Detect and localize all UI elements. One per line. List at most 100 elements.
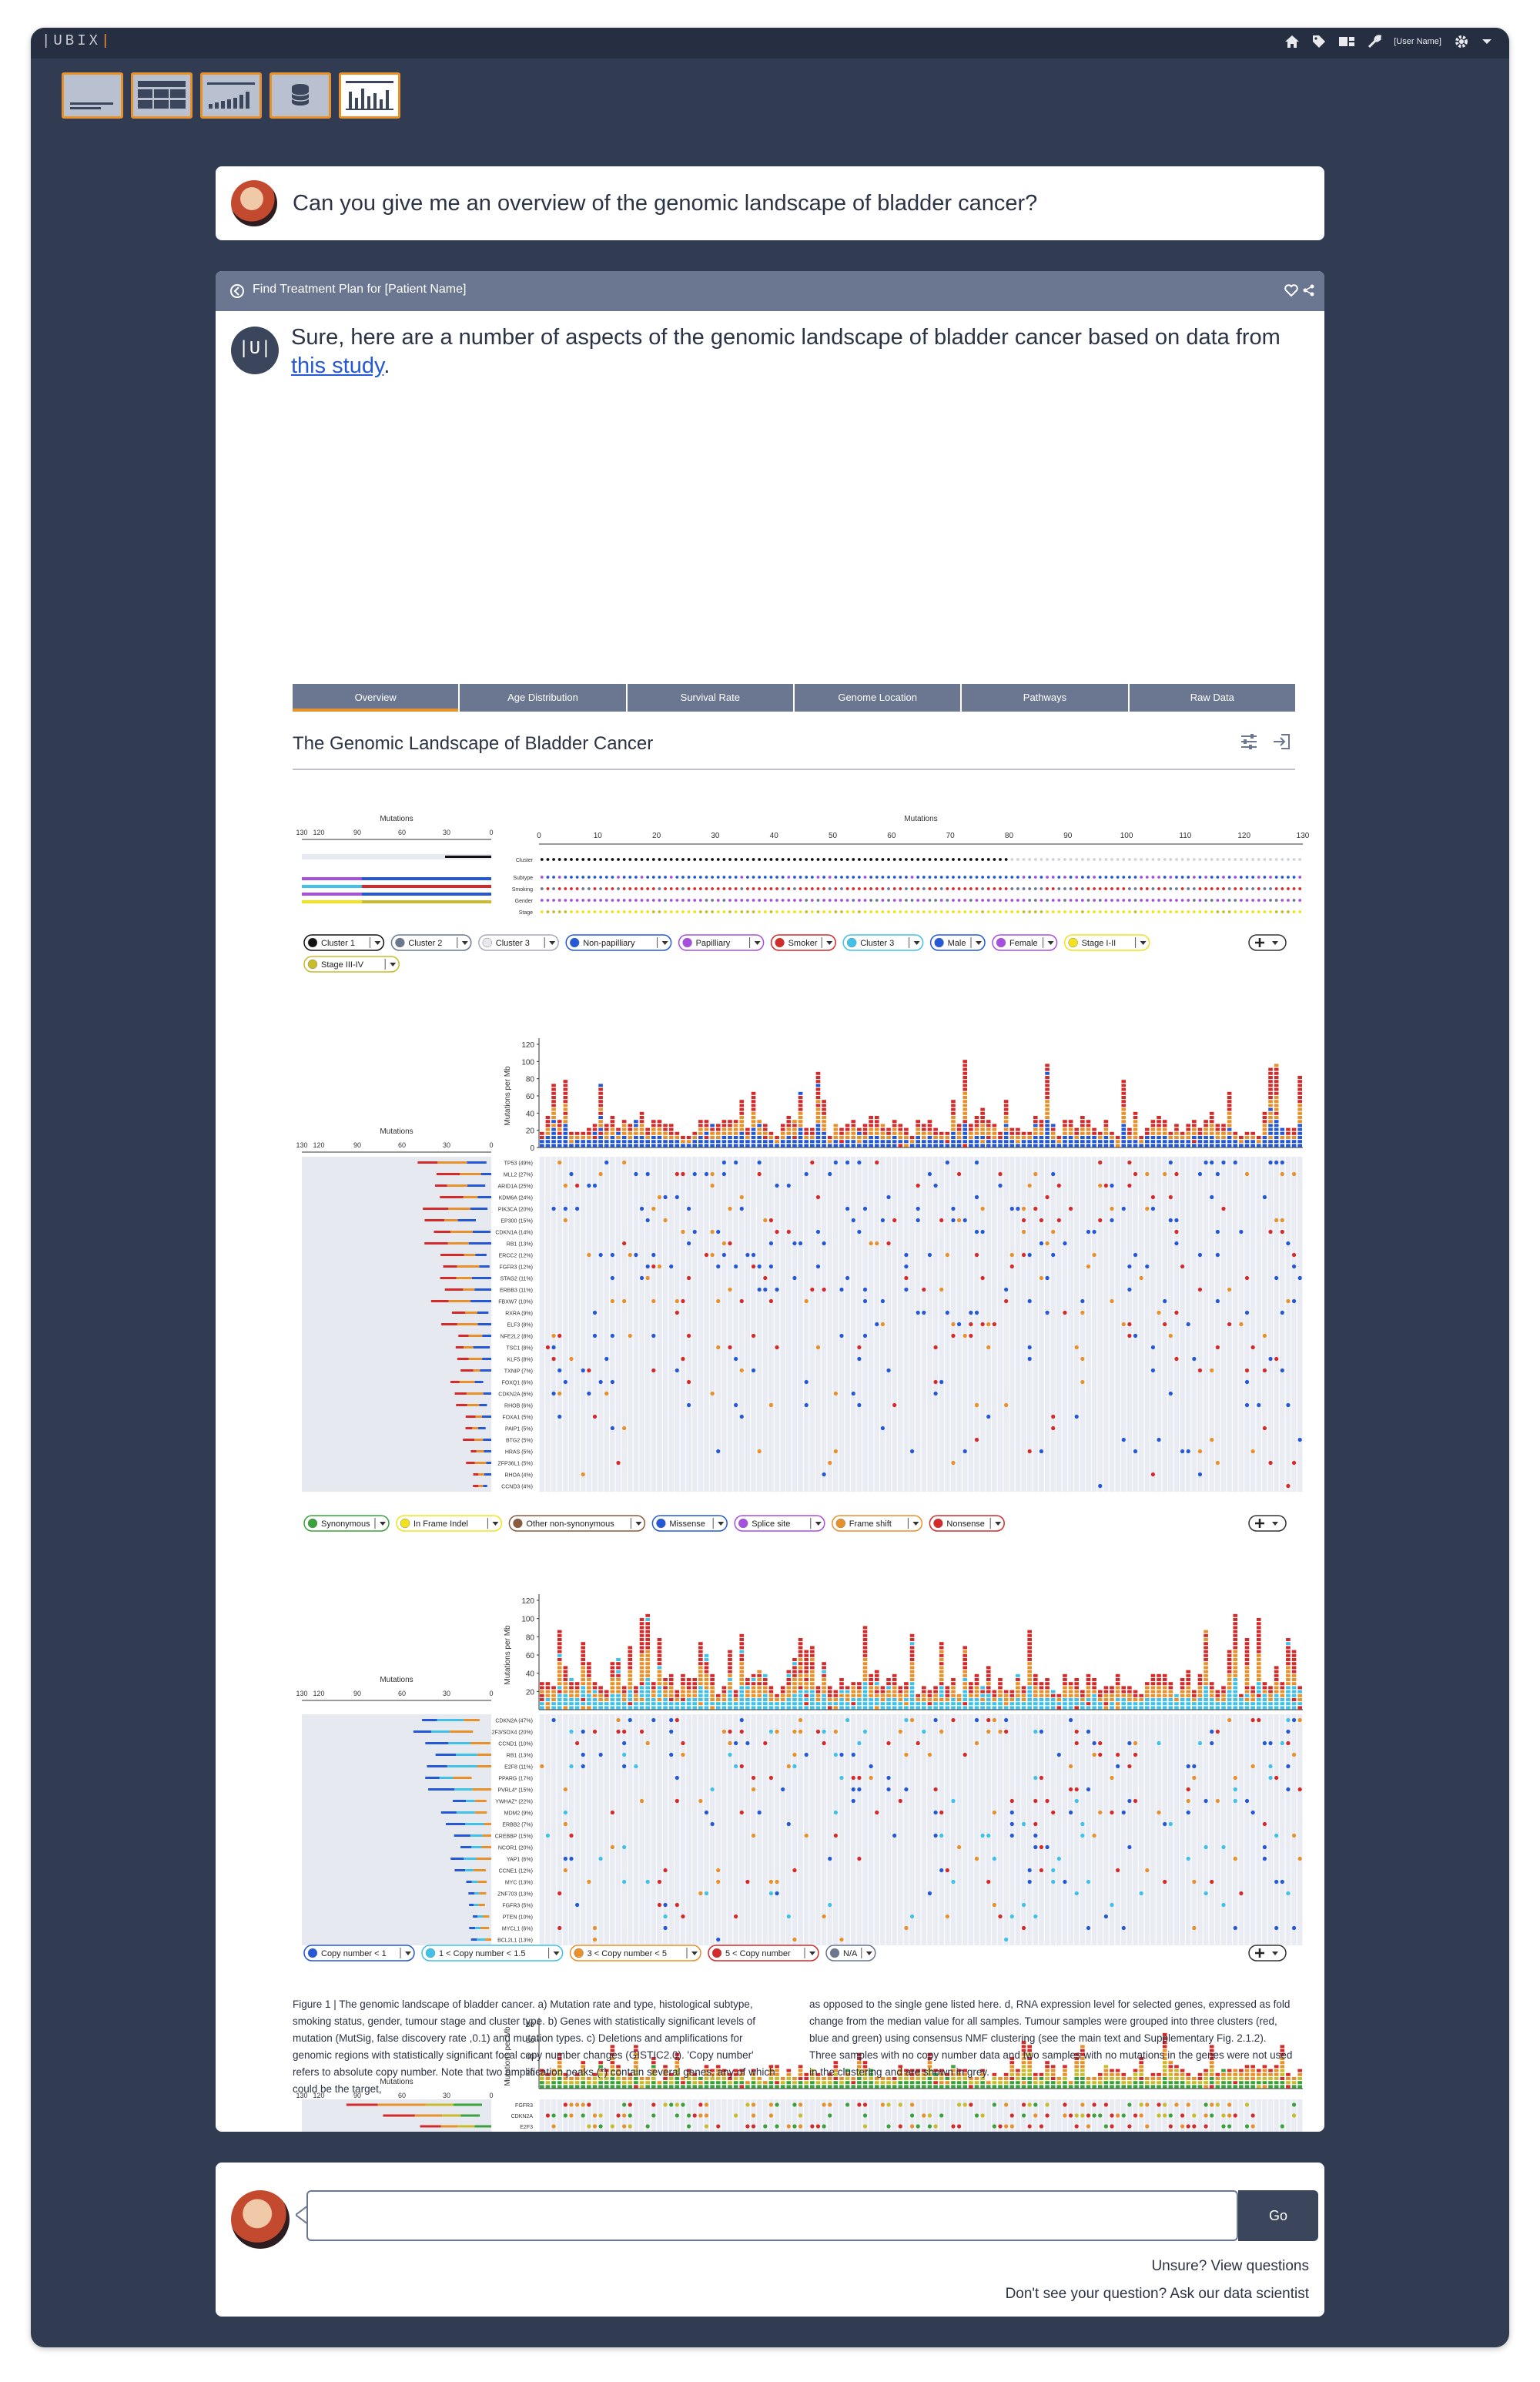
panel-c-left-tick: 90 — [353, 1690, 361, 1697]
panel-c-bar-segment — [1097, 1706, 1103, 1710]
panel-b-left-bar — [456, 1404, 467, 1406]
panel-c-bar-segment — [1074, 1706, 1080, 1710]
app-logo[interactable]: |UBIX| — [42, 32, 112, 49]
panel-b-left-bar — [479, 1404, 487, 1406]
panel-a-attribute-dot — [1057, 876, 1061, 879]
panel-c-mutation-dot — [1286, 1729, 1291, 1734]
panel-c-mutation-dot — [986, 1729, 991, 1734]
panel-c-left-bar — [468, 1892, 475, 1895]
wrench-icon[interactable] — [1368, 35, 1382, 49]
tab-pathways[interactable]: Pathways — [962, 684, 1128, 712]
panel-d-bar-segment — [1162, 2072, 1167, 2076]
tab-survival-rate[interactable]: Survival Rate — [627, 684, 793, 712]
panel-c-mutation-dot — [739, 1764, 744, 1769]
filter-sliders-icon[interactable] — [1240, 733, 1258, 750]
panel-d-bar-segment — [927, 2077, 932, 2080]
tab-genome-location[interactable]: Genome Location — [794, 684, 961, 712]
panel-b-bar-segment — [1162, 1140, 1167, 1144]
panel-a-attribute-dot — [622, 858, 626, 861]
panel-b-left-bar — [463, 1439, 475, 1441]
back-icon[interactable] — [229, 283, 245, 299]
panel-b-mutation-dot — [557, 1333, 562, 1338]
panel-c-bar-segment — [616, 1694, 621, 1697]
panel-b-bar-segment — [792, 1144, 797, 1147]
panel-c-mutation-dot — [1127, 1844, 1132, 1850]
panel-a-attribute-dot — [1057, 858, 1061, 861]
gear-icon[interactable] — [1454, 34, 1469, 49]
panel-c-bar-segment — [616, 1706, 621, 1710]
panel-d-bar-segment — [540, 2081, 544, 2085]
database-view-button[interactable] — [270, 72, 331, 119]
chevron-down-icon[interactable] — [1481, 38, 1492, 45]
panel-b-bar-segment — [551, 1131, 556, 1135]
tab-age-distribution[interactable]: Age Distribution — [460, 684, 626, 712]
tag-icon[interactable] — [1312, 35, 1326, 49]
panel-d-bar-segment — [939, 2069, 944, 2072]
panel-d-bar-segment — [1115, 2081, 1120, 2085]
layout-icon[interactable] — [1338, 35, 1355, 48]
panel-b-bar-segment — [1127, 1127, 1132, 1131]
share-icon[interactable] — [1303, 284, 1315, 296]
panel-c-mutation-dot — [1280, 1740, 1284, 1746]
panel-d-bar-segment — [1256, 2069, 1261, 2072]
panel-b-bar-segment — [815, 1131, 821, 1135]
panel-c-bar-segment — [857, 1690, 862, 1694]
chart-view-button[interactable] — [339, 72, 400, 119]
grid-view-button[interactable] — [131, 72, 192, 119]
panel-a-attribute-dot — [1133, 876, 1137, 879]
panel-b-bar-segment — [545, 1131, 551, 1135]
panel-c-bar-segment — [621, 1702, 627, 1706]
panel-c-mutation-dot — [945, 1868, 949, 1873]
panel-d-bar-segment — [1262, 2077, 1267, 2080]
panel-c-bar-segment — [1162, 1686, 1167, 1690]
panel-d-bar-segment — [1262, 2069, 1267, 2072]
tab-overview[interactable]: Overview — [293, 684, 459, 712]
slides-view-button[interactable] — [62, 72, 123, 119]
panel-a-legend-chip — [303, 956, 400, 973]
panel-c-left-bar — [474, 1811, 487, 1814]
panel-c-bar-segment — [1204, 1706, 1208, 1710]
panel-c-bar-segment — [587, 1686, 591, 1690]
heart-icon[interactable] — [1284, 284, 1298, 296]
home-icon[interactable] — [1284, 35, 1300, 49]
panel-c-bar-segment — [1063, 1690, 1067, 1694]
panel-b-left-bar — [476, 1450, 484, 1452]
panel-c-bar-segment — [951, 1706, 956, 1710]
panel-c-bar-segment — [1297, 1686, 1302, 1690]
panel-c-bar-segment — [1286, 1653, 1291, 1657]
study-link[interactable]: this study — [291, 353, 384, 378]
panel-c-bar-segment — [733, 1698, 738, 1701]
panel-b-bar-segment — [598, 1107, 603, 1111]
panel-c-left-bar — [472, 1788, 491, 1791]
user-name[interactable]: [User Name] — [1394, 37, 1441, 46]
layout-bars-icon — [207, 82, 255, 109]
panel-b-legend-chevron-icon — [815, 1522, 822, 1526]
panel-c-mutation-dot — [792, 1729, 797, 1734]
panel-a-attribute-dot — [1116, 910, 1120, 913]
panel-c-bar-segment — [1003, 1694, 1009, 1697]
panel-b-mutation-dot — [1274, 1218, 1279, 1223]
panel-a-attribute-dot — [1080, 887, 1084, 890]
export-icon[interactable] — [1272, 733, 1291, 750]
panel-c-mutation-dot — [1074, 1740, 1079, 1746]
panel-c-bar-segment — [962, 1690, 968, 1694]
panel-c-mutation-dot — [563, 1856, 567, 1861]
bars-view-button[interactable] — [200, 72, 262, 119]
tab-raw-data[interactable]: Raw Data — [1129, 684, 1295, 712]
panel-b-mutation-dot — [1163, 1322, 1167, 1327]
panel-c-bar-segment — [1204, 1633, 1208, 1637]
panel-a-attribute-dot — [557, 887, 561, 890]
panel-c-mutation-dot — [728, 1752, 732, 1757]
panel-c-bar-segment — [698, 1678, 703, 1681]
panel-d-bar-segment — [1080, 2069, 1085, 2072]
panel-a-attribute-dot — [1010, 899, 1014, 902]
panel-c-bar-segment — [721, 1698, 727, 1701]
panel-c-bar-segment — [1227, 1666, 1232, 1670]
panel-d-bar-segment — [1021, 2081, 1026, 2085]
panel-c-bar-segment — [745, 1706, 750, 1710]
panel-b-left-bar — [417, 1161, 438, 1164]
panel-b-bar-segment — [710, 1136, 715, 1139]
panel-d-bar-segment — [581, 2077, 586, 2080]
panel-d-bar-segment — [1197, 2072, 1203, 2076]
panel-a-attribute-dot — [1116, 876, 1120, 879]
